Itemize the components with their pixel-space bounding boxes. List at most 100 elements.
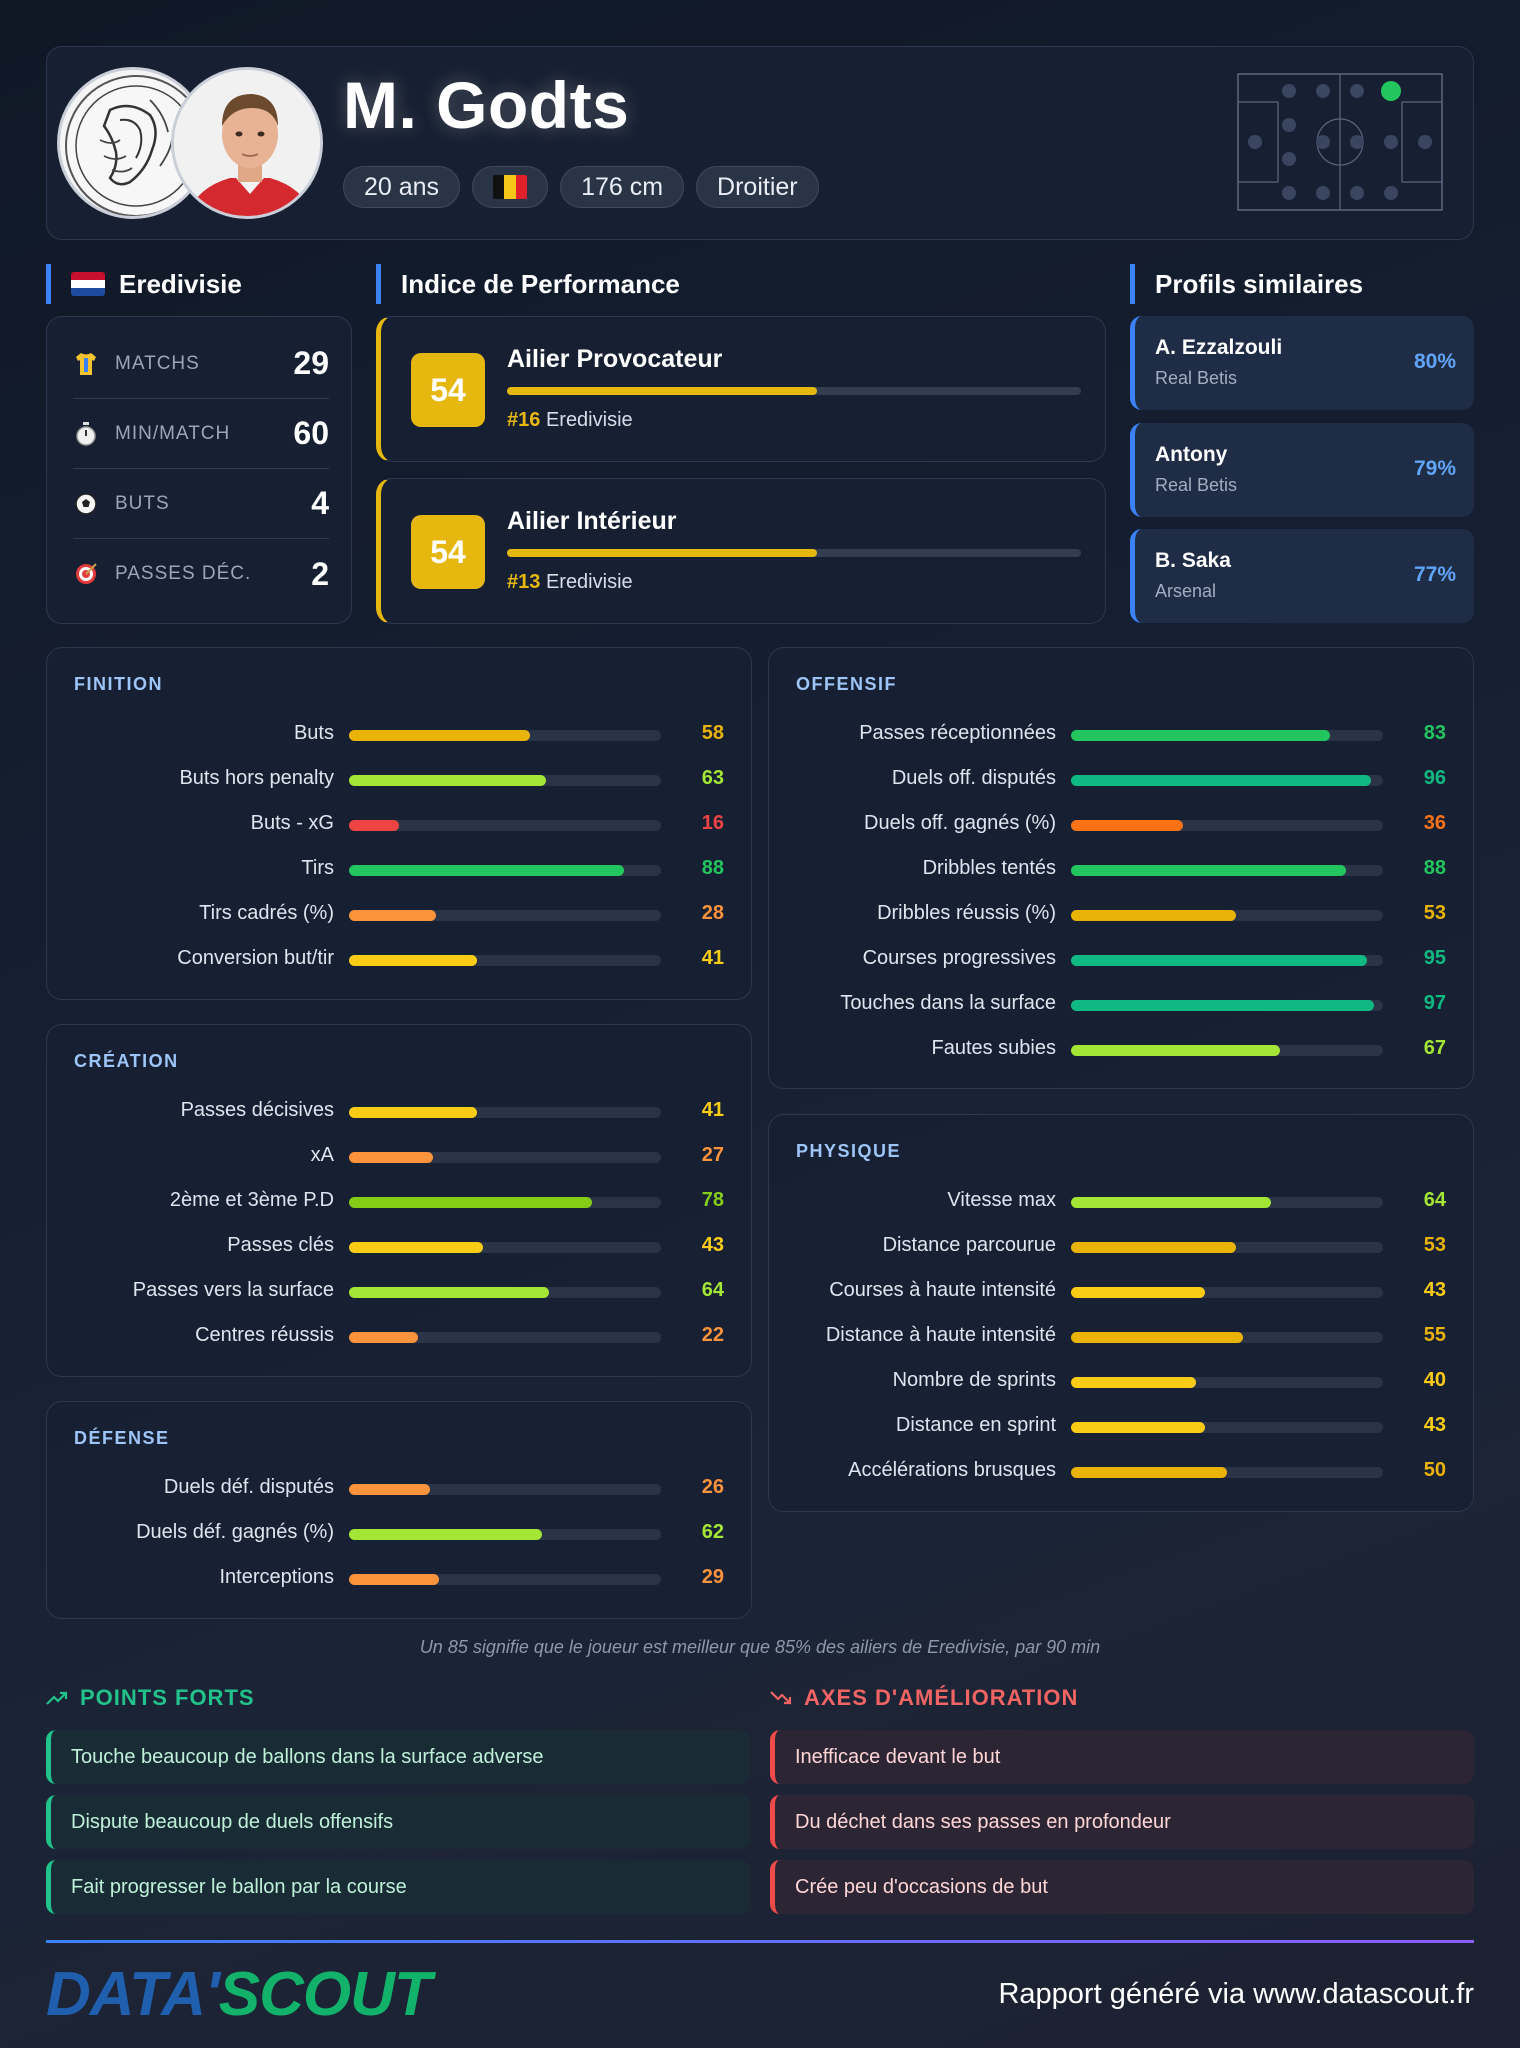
stat-row-label: Courses progressives <box>862 947 1056 969</box>
stat-bar-track <box>349 1152 661 1163</box>
stat-bar-track <box>349 1287 661 1298</box>
stat-bar-track <box>1071 1045 1383 1056</box>
stat-row: Passes décisives 41 <box>47 1097 751 1127</box>
group-title: CRÉATION <box>74 1051 179 1071</box>
stat-bar-fill <box>349 820 399 831</box>
league-name: Eredivisie <box>119 268 242 299</box>
stat-row-label: Buts <box>293 722 334 744</box>
brand-right: SCOUT <box>218 1959 432 2029</box>
stat-bar-fill <box>349 1197 593 1208</box>
similar-profile-card[interactable]: B. Saka Arsenal 77% <box>1130 529 1474 623</box>
stat-row: Buts 58 <box>47 720 751 750</box>
stat-row-label: Passes clés <box>227 1234 334 1256</box>
league-section-title: Eredivisie <box>46 264 242 304</box>
performance-section-title: Indice de Performance <box>376 264 680 304</box>
stat-row-value: 43 <box>1423 1279 1446 1301</box>
target-icon <box>73 561 99 587</box>
player-position-dot <box>1381 81 1401 101</box>
performance-role: Ailier Provocateur <box>507 345 723 373</box>
stat-row-label: Courses à haute intensité <box>829 1279 1056 1301</box>
weaknesses-title: AXES D'AMÉLIORATION <box>770 1683 1078 1713</box>
similar-player-club: Real Betis <box>1155 368 1238 388</box>
stat-row-label: Interceptions <box>219 1566 334 1588</box>
stat-bar-track <box>349 1529 661 1540</box>
stat-bar-fill <box>1071 955 1368 966</box>
weakness-item: Crée peu d'occasions de but <box>770 1860 1474 1914</box>
stat-row-value: 88 <box>701 857 724 879</box>
stat-bar-fill <box>1071 1045 1281 1056</box>
stat-row-value: 95 <box>1423 947 1446 969</box>
stat-bar-fill <box>349 1574 440 1585</box>
stat-row: Fautes subies 67 <box>769 1035 1473 1065</box>
similar-player-name: A. Ezzalzouli <box>1155 336 1283 359</box>
performance-bar <box>507 387 1081 395</box>
percentile-note: Un 85 signifie que le joueur est meilleu… <box>419 1637 1101 1657</box>
group-title: FINITION <box>74 674 163 694</box>
stat-row: Dribbles réussis (%) 53 <box>769 900 1473 930</box>
stat-row-value: 97 <box>1423 992 1446 1014</box>
stat-assists: PASSES DÉC. 2 <box>73 539 329 609</box>
stat-bar-track <box>1071 865 1383 876</box>
stat-row: Nombre de sprints 40 <box>769 1367 1473 1397</box>
performance-bar-fill <box>507 387 817 395</box>
stat-bar-track <box>349 1107 661 1118</box>
performance-score: 54 <box>411 515 485 589</box>
rank-league: Eredivisie <box>545 409 633 431</box>
stat-bar-track <box>349 820 661 831</box>
rank-league: Eredivisie <box>545 571 633 593</box>
stat-row-label: Passes réceptionnées <box>859 722 1056 744</box>
datascout-logo: DATA' SCOUT <box>46 1959 432 2029</box>
stat-row: Passes réceptionnées 83 <box>769 720 1473 750</box>
stat-row-value: 40 <box>1423 1369 1446 1391</box>
player-header: M. Godts 20 ans 176 cm Droitier <box>46 46 1474 240</box>
stat-bar-fill <box>349 1332 418 1343</box>
stat-row-label: Buts - xG <box>250 812 334 834</box>
league-stats-card: MATCHS 29 MIN/MATCH 60 BUTS 4 PASSES DÉC… <box>46 316 352 624</box>
stat-bar-fill <box>1071 1377 1196 1388</box>
stat-row-value: 96 <box>1423 767 1446 789</box>
stat-bar-fill <box>349 910 437 921</box>
stat-row: Distance parcourue 53 <box>769 1232 1473 1262</box>
stat-bar-track <box>349 1574 661 1585</box>
stat-label: BUTS <box>115 492 170 514</box>
stat-minutes: MIN/MATCH 60 <box>73 399 329 469</box>
stat-bar-track <box>1071 1467 1383 1478</box>
stat-bar-fill <box>349 1529 543 1540</box>
stat-bar-fill <box>349 865 624 876</box>
stat-row: Courses progressives 95 <box>769 945 1473 975</box>
stat-row-value: 88 <box>1423 857 1446 879</box>
weakness-item: Du déchet dans ses passes en profondeur <box>770 1795 1474 1849</box>
strength-item: Touche beaucoup de ballons dans la surfa… <box>46 1730 750 1784</box>
stat-bar-track <box>1071 730 1383 741</box>
stat-row-label: Buts hors penalty <box>179 767 334 789</box>
trend-down-icon <box>770 1690 792 1706</box>
age-chip: 20 ans <box>343 166 461 208</box>
finition-group: FINITION Buts 58 Buts hors penalty 63 Buts -… <box>46 647 752 1000</box>
stat-row-value: 36 <box>1423 812 1446 834</box>
similar-profile-card[interactable]: Antony Real Betis 79% <box>1130 423 1474 517</box>
brand-left: DATA' <box>46 1959 220 2029</box>
performance-card: 54 Ailier Provocateur #16 Eredivisie <box>376 316 1106 462</box>
stat-row: Vitesse max 64 <box>769 1187 1473 1217</box>
stat-row: Interceptions 29 <box>47 1564 751 1594</box>
netherlands-flag-icon <box>71 272 105 296</box>
stat-row-value: 63 <box>701 767 724 789</box>
stat-row-label: Nombre de sprints <box>892 1369 1056 1391</box>
stat-row-label: Distance en sprint <box>895 1414 1056 1436</box>
stat-row-value: 16 <box>701 812 724 834</box>
group-title: OFFENSIF <box>796 674 897 694</box>
stat-value: 4 <box>311 485 329 521</box>
stat-value: 60 <box>293 415 329 451</box>
stat-row-value: 83 <box>1423 722 1446 744</box>
similar-profile-card[interactable]: A. Ezzalzouli Real Betis 80% <box>1130 316 1474 410</box>
stat-row: xA 27 <box>47 1142 751 1172</box>
stat-row-value: 26 <box>701 1476 724 1498</box>
stopwatch-icon <box>73 421 99 447</box>
stat-value: 29 <box>293 345 329 381</box>
stat-goals: BUTS 4 <box>73 469 329 539</box>
stat-matches: MATCHS 29 <box>73 329 329 399</box>
stat-bar-track <box>349 955 661 966</box>
similar-player-name: Antony <box>1155 443 1228 466</box>
stat-bar-fill <box>349 1287 549 1298</box>
stat-bar-fill <box>1071 865 1346 876</box>
